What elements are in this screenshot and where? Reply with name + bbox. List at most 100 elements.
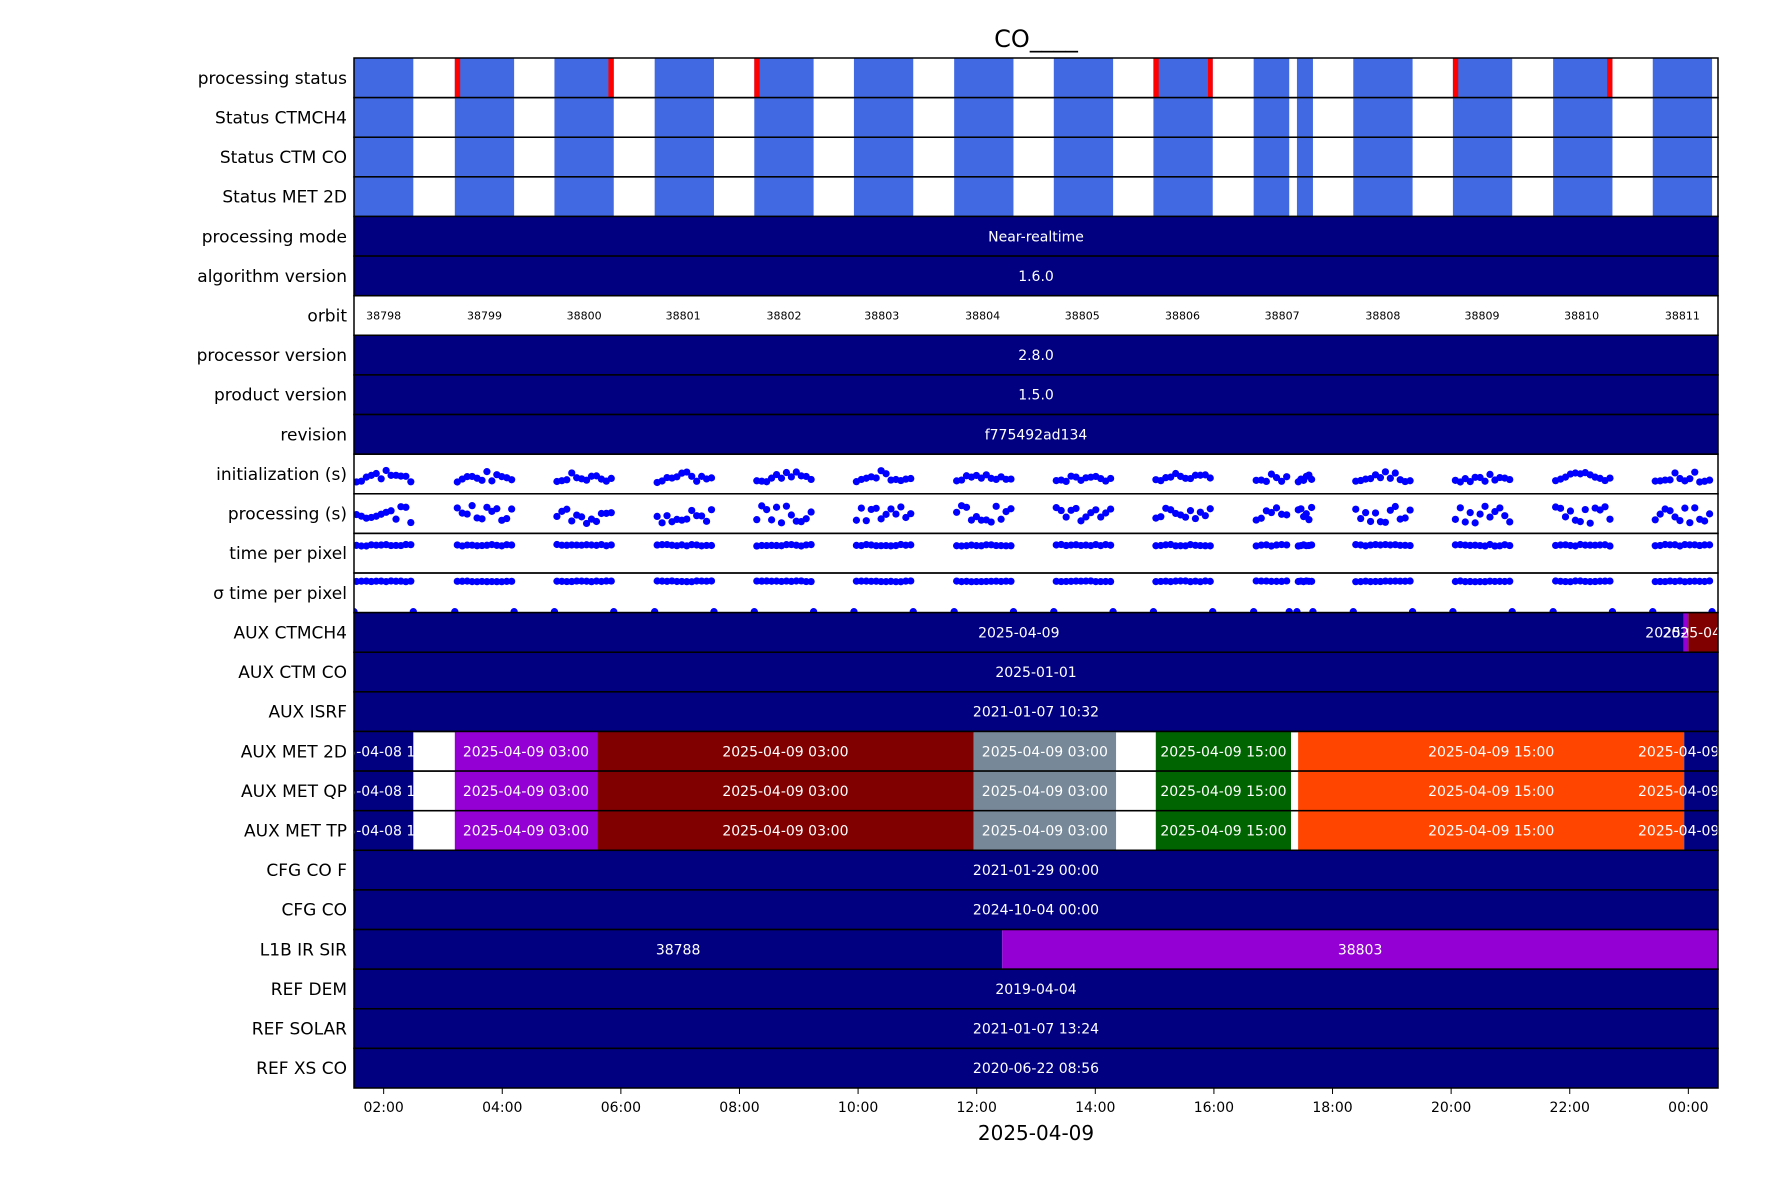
scatter-point [1386,474,1394,482]
orbit-label: 38806 [1165,310,1200,323]
scatter-point [563,476,571,484]
scatter-point [787,511,795,519]
status-segment [1553,97,1613,138]
scatter-point [1257,541,1265,549]
scatter-point [653,512,661,521]
scatter-point [1252,577,1260,585]
scatter-point [1109,608,1117,613]
scatter-point [1406,577,1414,585]
bar-label: 2025-04-09 15:00 [1428,744,1554,760]
scatter-point [1007,505,1015,513]
status-segment [754,176,814,217]
status-segment [1652,58,1713,98]
scatter-point [1267,508,1276,517]
row-0: processing status [198,57,1719,99]
bar-label: 2021-01-07 10:32 [973,705,1099,721]
status-segment [1296,137,1313,177]
status-segment [1053,58,1114,98]
scatter-point [377,475,385,483]
scatter-point [582,519,591,528]
scatter-point [1586,519,1594,527]
info-bar [454,771,598,811]
row-3: Status MET 2D [222,176,1719,218]
status-warning [1607,58,1613,98]
scatter-point [1581,505,1589,514]
info-bar [354,731,414,772]
scatter-point [972,513,980,521]
scatter-point [1456,504,1464,512]
scatter-point [1257,577,1265,585]
bar-label: f775492ad134 [985,427,1088,443]
bar-label: 2025-04-09 03:00 [463,744,589,760]
scatter-point [1201,512,1209,520]
info-bar [354,652,1718,692]
x-axis: 02:00 04:00 06:00 08:00 10:00 12:00 14:00 16:00… [363,1088,1709,1116]
scatter-point [1305,516,1313,524]
info-bar [973,771,1117,811]
row-11: processing (s) [228,493,1719,535]
scatter-point [1149,608,1158,613]
scatter-point [1092,506,1100,514]
info-bar [354,969,1718,1009]
bar-label: 2025-04-09 15:00 [1428,784,1554,800]
scatter-point [1686,475,1694,483]
status-segment [1296,58,1313,98]
info-bar [597,771,974,811]
scatter-point [1077,517,1085,525]
scatter-point [753,516,761,524]
info-bar [354,810,414,851]
scatter-point [1097,513,1105,521]
scatter-point [1278,477,1286,485]
status-segment [454,137,515,177]
scatter-point [658,519,666,527]
row-frame [353,1047,1719,1089]
scatter-point [1381,468,1390,476]
scatter-point [1107,505,1115,513]
scatter-point [962,503,971,511]
bar-label: 38788 [656,942,701,958]
scatter-point [763,506,771,514]
scatter-point [468,502,476,510]
scatter-point [1501,512,1509,520]
scatter-point [683,578,691,586]
scatter-point [877,515,885,523]
scatter-point [1466,478,1474,486]
scatter-point [582,476,591,484]
scatter-point [707,577,716,585]
scatter-point [1705,577,1714,585]
x-tick-label: 14:00 [1075,1100,1115,1116]
row-frame [353,294,1719,337]
status-segment [1253,176,1290,217]
info-bar [1298,810,1685,851]
status-segment [954,137,1014,177]
info-bar [454,810,598,851]
status-segment [454,97,515,138]
scatter-point [392,515,400,523]
scatter-point [892,578,900,586]
scatter-point [1406,506,1414,514]
scatter-point [902,513,910,522]
scatter-point [1302,510,1310,518]
scatter-point [862,517,870,525]
scatter-point [1283,577,1291,585]
scatter-point [1461,518,1469,526]
bar-label: 1.5.0 [1018,388,1054,404]
row-label: processor version [197,346,347,366]
scatter-point [1186,507,1195,515]
scatter-point [1486,513,1494,521]
scatter-point [872,474,880,482]
scatter-point [1486,470,1494,479]
scatter-point [553,512,561,521]
bar-label: Near-realtime [988,229,1084,245]
scatter-point [1209,608,1217,613]
scatter-point [1451,515,1459,523]
status-segment [1353,137,1413,177]
bar-label: 2020-06-22 08:56 [973,1061,1099,1077]
status-warning [608,58,614,98]
scatter-point [1571,577,1579,585]
scatter-point [782,468,791,477]
scatter-point [508,577,516,585]
scatter-point [1581,541,1589,549]
bar-label: 2025-04-09 [978,625,1059,641]
scatter-point [508,505,516,513]
